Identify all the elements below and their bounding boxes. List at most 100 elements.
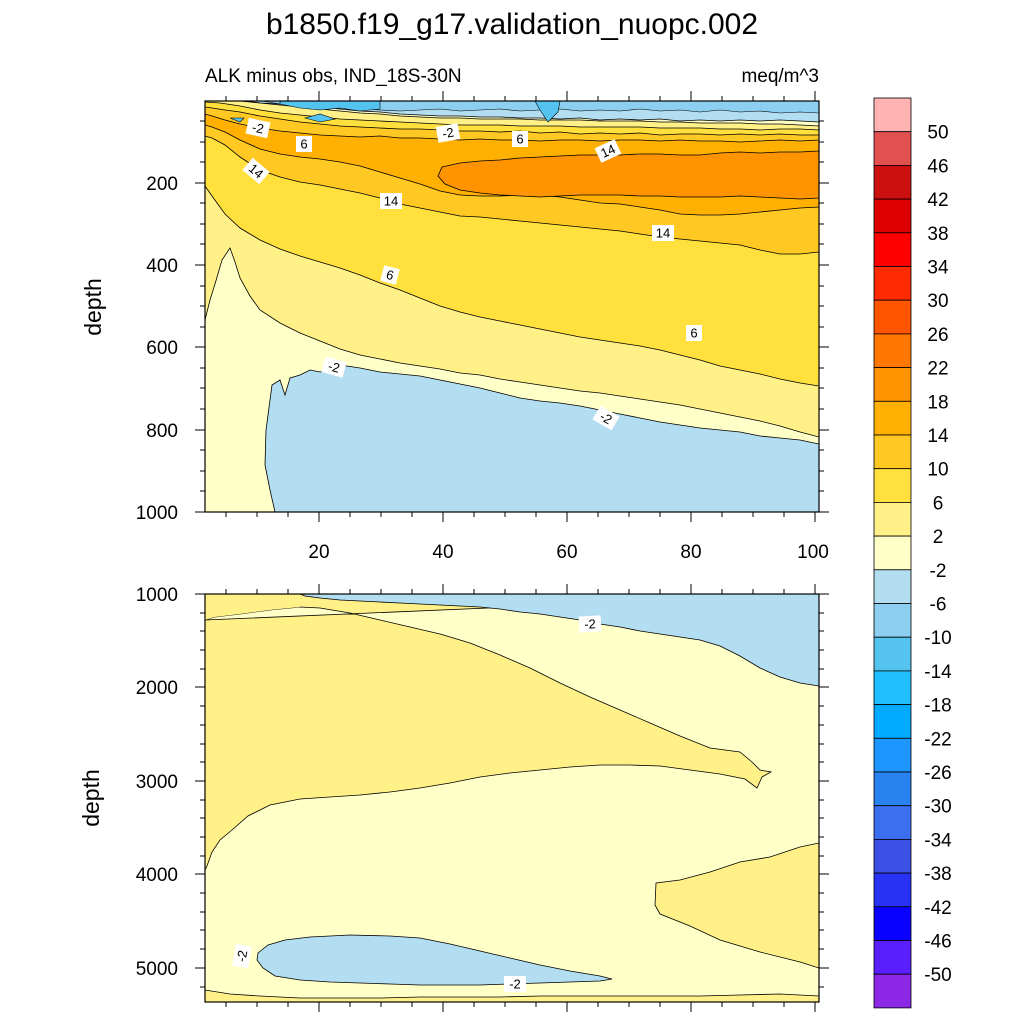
- upper-x-tick-labels: 20 40 60 80 100: [308, 542, 828, 563]
- y-tick-label: 2000: [136, 678, 178, 699]
- colorbar-swatch: [873, 299, 912, 335]
- colorbar: 50 46 42 38 34 30 26 22 18 14 10 6 2 -2 -6 -10 -14 -18 -22…: [873, 97, 952, 1009]
- colorbar-swatch: [873, 569, 912, 604]
- colorbar-swatch: [873, 906, 912, 941]
- y-tick-label: 4000: [136, 865, 178, 886]
- fill-band-18-22: [437, 150, 819, 200]
- contour-label: 14: [380, 193, 402, 209]
- colorbar-swatch: [873, 501, 912, 537]
- fill-band-2-6-left: [205, 594, 300, 620]
- colorbar-level-label: -6: [930, 595, 947, 616]
- colorbar-level-label: -50: [924, 965, 951, 986]
- colorbar-swatch: [873, 973, 912, 1009]
- colorbar-level-label: -14: [924, 662, 952, 683]
- colorbar-level-label: -46: [924, 932, 951, 953]
- colorbar-level-label: 30: [927, 291, 948, 312]
- colorbar-swatch: [873, 704, 912, 739]
- y-tick-label: 400: [146, 256, 178, 277]
- fill-band-neg2-top: [299, 594, 819, 687]
- colorbar-level-label: -22: [924, 729, 951, 750]
- fill-band-near-zero-upper: [205, 594, 819, 1002]
- y-tick-label: 1000: [136, 503, 178, 524]
- colorbar-swatch: [873, 872, 912, 908]
- units-label: meq/m^3: [741, 66, 819, 87]
- upper-contour-labels: -2 -2 6 6 14 14 14 14 6 6 -2 -2: [242, 117, 702, 431]
- contour-label: -2: [321, 356, 347, 378]
- colorbar-swatch: [873, 737, 912, 773]
- x-tick-label: 20: [308, 542, 329, 563]
- colorbar-swatch: [873, 367, 912, 402]
- colorbar-level-label: -2: [930, 561, 947, 582]
- colorbar-level-label: 26: [927, 325, 948, 346]
- colorbar-swatch: [873, 131, 912, 166]
- contour-label: -2: [245, 117, 271, 139]
- svg-text:-2: -2: [251, 119, 265, 136]
- colorbar-level-label: 50: [927, 123, 948, 144]
- svg-text:14: 14: [656, 226, 670, 241]
- svg-text:-2: -2: [584, 616, 596, 632]
- upper-contour-plot: [205, 101, 819, 512]
- colorbar-level-label: -42: [924, 898, 951, 919]
- colorbar-swatch: [873, 839, 912, 874]
- lower-y-axis-label: depth: [78, 769, 104, 827]
- colorbar-level-label: -18: [924, 696, 951, 717]
- colorbar-swatch: [873, 400, 912, 436]
- colorbar-swatch: [873, 164, 912, 200]
- y-tick-label: 1000: [136, 585, 178, 606]
- contour-label: 6: [686, 325, 702, 341]
- svg-text:6: 6: [516, 132, 523, 147]
- colorbar-level-label: 6: [933, 493, 944, 514]
- fill-band-neg2-bottom: [256, 934, 613, 986]
- fill-band-2-6-bottom: [205, 989, 819, 1002]
- colorbar-swatch: [873, 535, 912, 571]
- colorbar-swatch: [873, 771, 912, 807]
- x-tick-label: 60: [556, 542, 577, 563]
- contour-label: 6: [380, 265, 400, 285]
- svg-text:-2: -2: [234, 949, 251, 963]
- svg-text:14: 14: [598, 141, 617, 161]
- colorbar-level-label: 18: [927, 392, 948, 413]
- colorbar-swatch: [873, 266, 912, 301]
- colorbar-level-label: 42: [927, 190, 948, 211]
- chart-title: b1850.f19_g17.validation_nuopc.002: [266, 8, 758, 41]
- lower-contour-labels: -2 -2 -2: [232, 615, 602, 992]
- colorbar-level-label: -30: [924, 797, 951, 818]
- colorbar-swatch: [873, 97, 912, 133]
- y-tick-label: 5000: [136, 959, 178, 980]
- colorbar-swatch: [873, 603, 912, 638]
- colorbar-level-label: 34: [927, 258, 949, 279]
- colorbar-swatch: [873, 468, 912, 503]
- colorbar-level-label: 22: [927, 359, 948, 380]
- contour-label: -2: [232, 943, 252, 969]
- fill-band-deep-neg2: [264, 364, 819, 512]
- colorbar-level-label: 46: [927, 156, 948, 177]
- colorbar-swatch: [873, 940, 912, 975]
- colorbar-level-label: -34: [924, 830, 952, 851]
- colorbar-swatch: [873, 636, 912, 672]
- colorbar-swatch: [873, 198, 912, 234]
- y-tick-label: 600: [146, 338, 178, 359]
- contour-label: 6: [296, 136, 312, 152]
- colorbar-level-label: 2: [933, 527, 944, 548]
- colorbar-level-label: 38: [927, 224, 948, 245]
- svg-text:-2: -2: [326, 358, 341, 375]
- y-tick-label: 200: [146, 174, 178, 195]
- lower-y-tick-labels: 1000 2000 3000 4000 5000: [136, 585, 178, 980]
- x-tick-label: 80: [680, 542, 701, 563]
- colorbar-level-label: -26: [924, 763, 951, 784]
- colorbar-swatch: [873, 333, 912, 368]
- colorbar-level-label: 14: [927, 426, 949, 447]
- colorbar-level-label: 10: [927, 460, 948, 481]
- contour-label: 14: [594, 139, 622, 163]
- fill-band-surface-neg10: [229, 101, 561, 123]
- svg-text:-2: -2: [509, 977, 521, 992]
- lower-contour-plot: [205, 594, 819, 1002]
- contour-label: 6: [512, 131, 528, 147]
- contour-label: 14: [652, 225, 674, 241]
- colorbar-level-label: -38: [924, 864, 951, 885]
- upper-y-axis-label: depth: [80, 278, 106, 336]
- contour-label: -2: [504, 976, 526, 992]
- y-tick-label: 3000: [136, 772, 178, 793]
- colorbar-level-label: -10: [924, 628, 951, 649]
